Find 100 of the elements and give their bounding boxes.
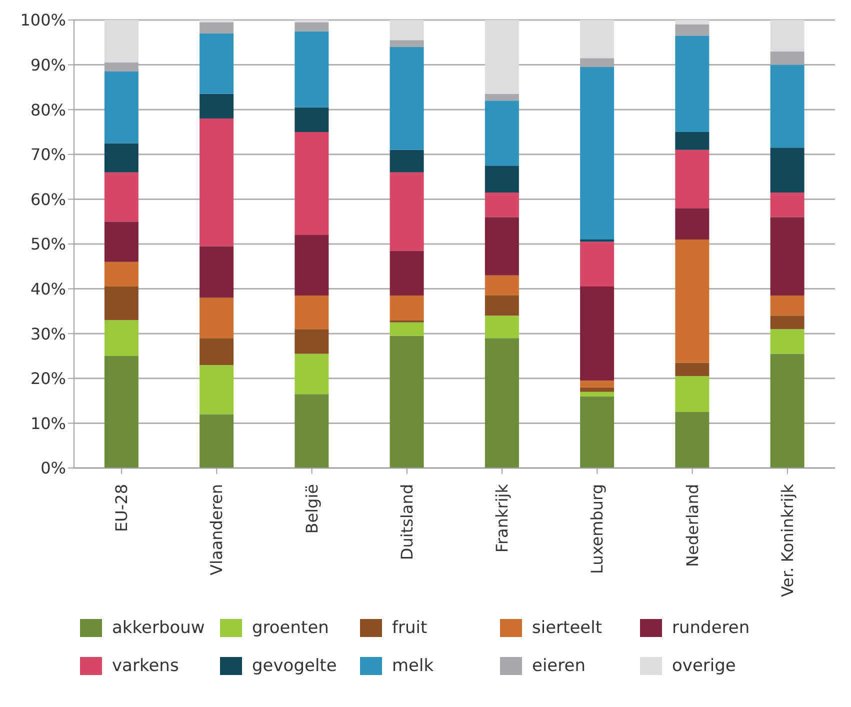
- x-tick-label: België: [302, 484, 322, 534]
- bar: [484, 316, 519, 338]
- bar: [675, 240, 710, 363]
- y-tick-label: 70%: [30, 145, 66, 164]
- bar: [484, 275, 519, 296]
- bar: [484, 296, 519, 316]
- bar: [104, 20, 138, 63]
- legend-label: eieren: [532, 656, 586, 676]
- bar: [770, 329, 804, 354]
- bar: [484, 217, 519, 276]
- bar: [770, 217, 804, 296]
- legend-label: akkerbouw: [112, 618, 205, 638]
- x-tick-label: Ver. Koninkrijk: [778, 483, 797, 598]
- bar: [390, 322, 424, 336]
- legend-label: fruit: [392, 618, 428, 638]
- x-tick-label: Vlaanderen: [207, 484, 226, 576]
- bar: [200, 94, 234, 119]
- bar: [675, 376, 710, 412]
- bar: [104, 143, 138, 172]
- bar: [484, 100, 519, 166]
- bar: [200, 22, 234, 34]
- bar: [200, 364, 234, 414]
- bar: [294, 354, 329, 394]
- bar: [390, 40, 424, 47]
- bar: [675, 150, 710, 208]
- bar: [580, 286, 614, 381]
- bar: [294, 107, 329, 132]
- x-tick-label: Duitsland: [397, 484, 416, 560]
- legend-label: sierteelt: [532, 618, 602, 638]
- bar: [580, 242, 614, 287]
- bar: [104, 320, 138, 356]
- bar: [484, 94, 519, 101]
- bar: [390, 172, 424, 251]
- bar: [770, 64, 804, 148]
- bar: [770, 296, 804, 316]
- bar: [390, 250, 424, 296]
- bar: [104, 222, 138, 262]
- bar: [200, 33, 234, 94]
- bar: [294, 22, 329, 32]
- bar: [104, 172, 138, 222]
- bar: [484, 338, 519, 468]
- x-tick-label: EU-28: [112, 484, 132, 532]
- bar: [484, 20, 519, 94]
- legend-label: groenten: [252, 618, 329, 638]
- bar: [200, 414, 234, 468]
- bar: [580, 392, 614, 396]
- bar: [104, 356, 138, 468]
- bar: [675, 362, 710, 376]
- x-tick-label: Luxemburg: [588, 484, 607, 574]
- bar: [104, 72, 138, 144]
- y-tick-label: 20%: [30, 369, 66, 388]
- bar: [294, 329, 329, 354]
- bar: [294, 132, 329, 236]
- bar: [200, 246, 234, 298]
- bar: [675, 132, 710, 150]
- legend-label: varkens: [112, 656, 179, 676]
- bar: [580, 67, 614, 240]
- y-tick-label: 40%: [30, 279, 66, 298]
- y-tick-label: 0%: [40, 458, 66, 478]
- bar: [675, 208, 710, 240]
- bar: [294, 235, 329, 296]
- bar: [580, 20, 614, 58]
- bar: [390, 20, 424, 40]
- bar: [770, 20, 804, 52]
- bar: [104, 262, 138, 287]
- bar: [580, 387, 614, 392]
- bar: [675, 20, 710, 24]
- bar: [390, 46, 424, 150]
- bar: [484, 192, 519, 218]
- bar: [390, 150, 424, 172]
- bar: [675, 412, 710, 468]
- bar: [770, 192, 804, 218]
- x-tick-label: Frankrijk: [492, 483, 512, 553]
- bar: [770, 354, 804, 468]
- bar: [390, 296, 424, 320]
- y-tick-label: 60%: [30, 190, 66, 209]
- bar: [200, 118, 234, 246]
- bar: [294, 31, 329, 108]
- y-tick-label: 30%: [30, 324, 66, 344]
- bar: [484, 166, 519, 192]
- bar: [675, 24, 710, 36]
- bar: [200, 298, 234, 338]
- legend-label: melk: [392, 656, 434, 676]
- x-tick-label: Nederland: [682, 484, 702, 567]
- y-tick-label: 80%: [30, 100, 66, 120]
- bar: [294, 296, 329, 330]
- bar: [770, 316, 804, 330]
- bar: [770, 148, 804, 192]
- bar: [104, 286, 138, 320]
- bar: [200, 338, 234, 365]
- legend-label: gevogelte: [252, 656, 337, 676]
- bar: [580, 380, 614, 388]
- y-tick-label: 100%: [20, 10, 66, 30]
- bar: [675, 36, 710, 132]
- bar: [580, 396, 614, 468]
- bar: [390, 336, 424, 468]
- y-tick-label: 10%: [30, 414, 66, 433]
- legend-label: runderen: [672, 618, 750, 638]
- bar: [294, 394, 329, 468]
- legend-label: overige: [672, 656, 736, 676]
